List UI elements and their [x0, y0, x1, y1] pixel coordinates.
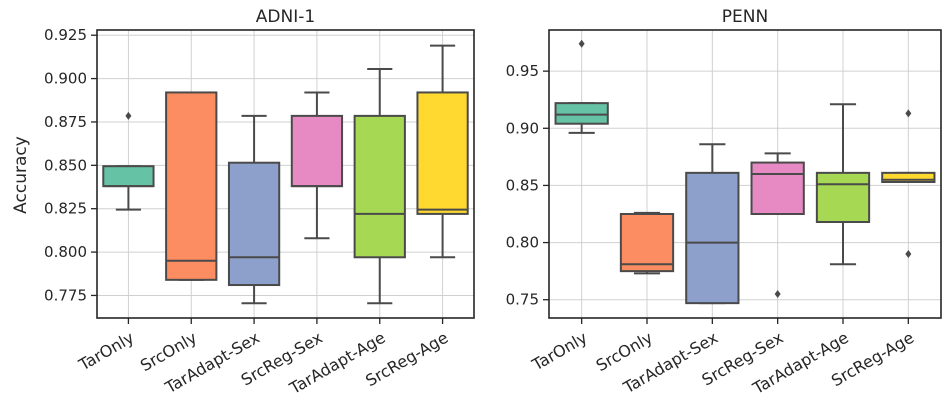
outlier-point	[774, 290, 781, 298]
panel-1: 0.775 0.800 0.825 0.850 0.875 0.900 0.925 TarOn…	[44, 7, 475, 398]
y-axis-label: Accuracy	[11, 136, 31, 214]
box-body	[165, 91, 218, 281]
outlier-point	[905, 109, 912, 118]
x-tick-label: TarOnly	[528, 328, 590, 375]
plot-frame	[96, 29, 475, 319]
y-tick-label: 0.75	[506, 291, 539, 309]
box-SrcOnly	[619, 211, 675, 275]
box-body	[416, 91, 469, 215]
box-SrcReg-Sex	[290, 91, 344, 240]
y-tick-label: 0.850	[44, 156, 87, 174]
box-TarOnly	[102, 111, 155, 211]
box-SrcReg-Age	[416, 44, 469, 259]
y-tick-label: 0.875	[44, 113, 87, 131]
box-body	[619, 213, 675, 273]
box-TarOnly	[554, 39, 609, 134]
y-tick-label: 0.80	[506, 234, 539, 252]
outlier-point	[125, 111, 132, 120]
box-body	[290, 114, 344, 188]
box-body	[227, 161, 281, 287]
box-TarAdapt-Age	[815, 103, 871, 266]
box-body	[685, 171, 740, 305]
box-SrcReg-Age	[881, 109, 936, 258]
y-tick-label: 0.800	[44, 243, 87, 261]
plot-frame	[548, 29, 942, 319]
box-body	[881, 171, 936, 184]
x-tick-label: TarOnly	[75, 328, 137, 375]
box-body	[554, 102, 609, 125]
y-tick-label: 0.85	[506, 176, 539, 194]
y-tick-label: 0.925	[44, 26, 87, 44]
outlier-point	[905, 250, 912, 258]
box-TarAdapt-Sex	[685, 143, 740, 305]
panel-title: PENN	[722, 7, 768, 27]
y-tick-label: 0.90	[506, 119, 539, 137]
y-tick-label: 0.95	[506, 62, 539, 80]
box-TarAdapt-Age	[353, 68, 406, 305]
box-SrcOnly	[165, 91, 218, 281]
box-body	[353, 114, 406, 259]
box-body	[102, 165, 155, 188]
box-body	[815, 171, 871, 224]
box-SrcReg-Sex	[750, 152, 805, 298]
panel-title: ADNI-1	[256, 7, 315, 27]
y-tick-label: 0.825	[44, 200, 87, 218]
y-tick-label: 0.775	[44, 286, 87, 304]
box-body	[750, 161, 805, 215]
box-TarAdapt-Sex	[227, 114, 281, 305]
y-tick-label: 0.900	[44, 70, 87, 88]
outlier-point	[578, 39, 585, 48]
